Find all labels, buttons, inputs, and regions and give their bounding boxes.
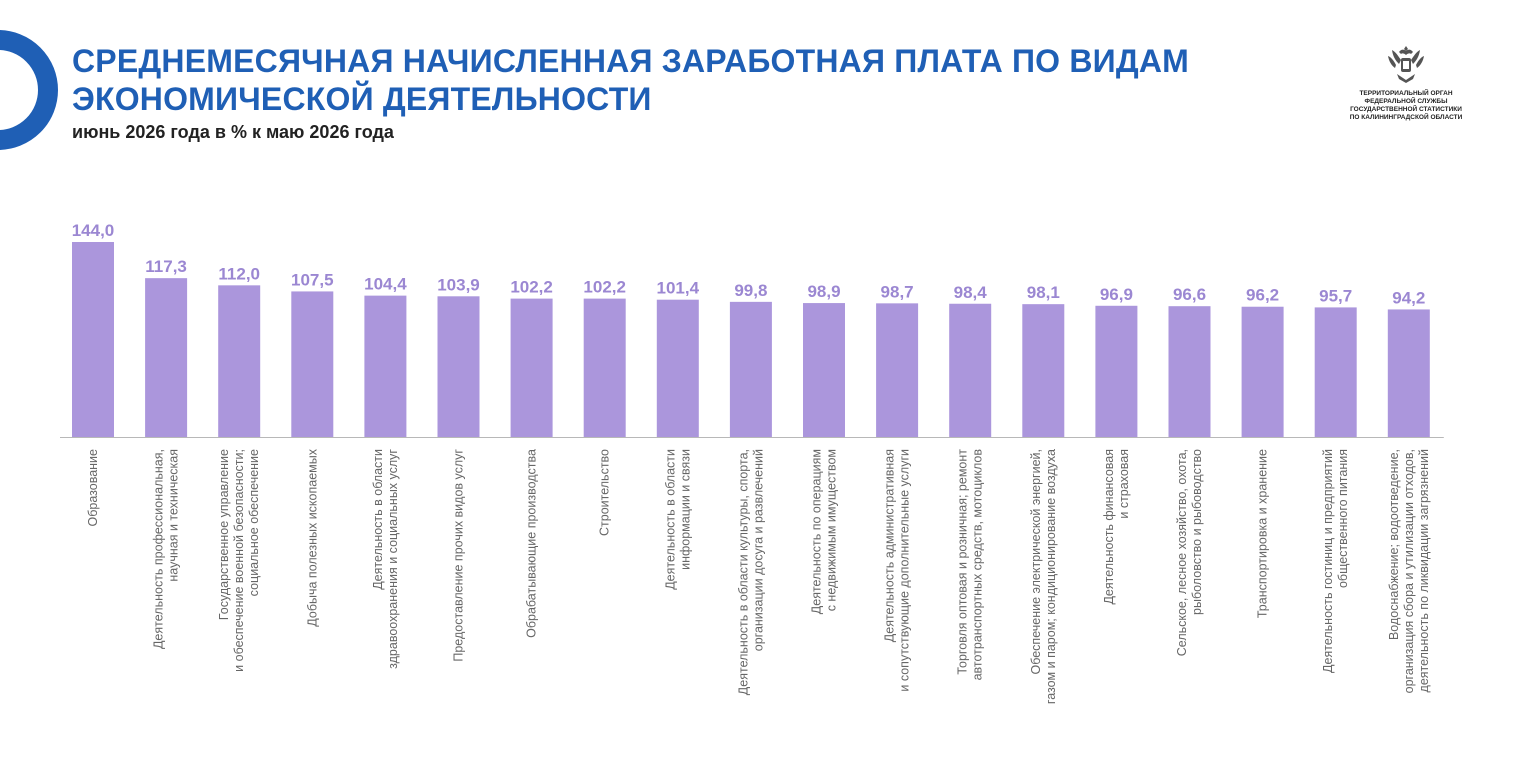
category-label: Деятельность гостиниц и предприятийобщес… [1321,449,1350,673]
bar [364,295,407,437]
data-label: 94,2 [1392,288,1425,307]
bar [510,298,553,437]
bar [1387,309,1430,437]
category-label: Образование [86,449,100,527]
bar [949,303,992,437]
category-label: Добыча полезных ископаемых [305,448,319,626]
data-label: 104,4 [364,275,407,294]
data-label: 117,3 [145,257,187,276]
category-label: Предоставление прочих видов услуг [452,449,466,662]
data-label: 102,2 [510,278,553,297]
category-label: Обрабатывающие производства [525,449,539,638]
bar [291,291,334,437]
bar [145,278,188,437]
category-label: Строительство [598,449,612,536]
agency-block: ТЕРРИТОРИАЛЬНЫЙ ОРГАН ФЕДЕРАЛЬНОЙ СЛУЖБЫ… [1336,40,1476,122]
data-label: 98,4 [954,283,988,302]
category-label: Обеспечение электрической энергией,газом… [1029,449,1058,704]
data-label: 103,9 [437,275,480,294]
bar [729,301,772,437]
bar [218,285,261,437]
bar [803,303,845,437]
bar [1168,306,1211,437]
data-label: 96,2 [1246,286,1279,305]
data-label: 95,7 [1319,286,1352,305]
data-label: 112,0 [218,264,260,283]
data-label: 144,0 [72,221,115,240]
category-label: Деятельность профессиональная,научная и … [152,449,181,649]
bar [656,299,699,437]
data-label: 98,9 [807,282,840,301]
bar [437,296,480,437]
category-label: Деятельность административнаяи сопутству… [883,449,912,692]
data-label: 96,9 [1100,285,1133,304]
page-title: СРЕДНЕМЕСЯЧНАЯ НАЧИСЛЕННАЯ ЗАРАБОТНАЯ ПЛ… [72,43,1190,117]
category-label: Транспортировка и хранение [1256,449,1270,618]
bar [876,303,919,437]
bar [1241,306,1284,437]
category-label: Торговля оптовая и розничная; ремонтавто… [956,449,985,681]
data-label: 99,8 [734,281,767,300]
double-headed-eagle-icon [1388,46,1424,83]
data-label: 102,2 [583,278,626,297]
category-label: Деятельность финансоваяи страховая [1102,449,1131,605]
category-label: Сельское, лесное хозяйство, охота,рыболо… [1175,449,1204,656]
bar [1314,307,1357,437]
category-label: Деятельность по операциямс недвижимым им… [810,449,839,614]
category-label: Государственное управлениеи обеспечение … [217,449,261,672]
data-label: 96,6 [1173,285,1206,304]
data-label: 107,5 [291,270,334,289]
category-label: Деятельность в областиинформации и связи [663,449,692,590]
category-label: Деятельность в областиздравоохранения и … [371,449,400,669]
bar [1022,304,1065,437]
category-label: Водоснабжение; водоотведение,организация… [1387,449,1431,693]
data-label: 98,1 [1027,283,1060,302]
data-label: 101,4 [657,279,700,298]
agency-name: ТЕРРИТОРИАЛЬНЫЙ ОРГАН ФЕДЕРАЛЬНОЙ СЛУЖБЫ… [1349,90,1463,121]
bar [72,242,114,437]
bar [1095,305,1138,437]
data-label: 98,7 [881,282,914,301]
page-subtitle: июнь 2026 года в % к маю 2026 года [72,122,394,142]
category-label: Деятельность в области культуры, спорта,… [736,449,765,695]
bar [583,298,626,437]
